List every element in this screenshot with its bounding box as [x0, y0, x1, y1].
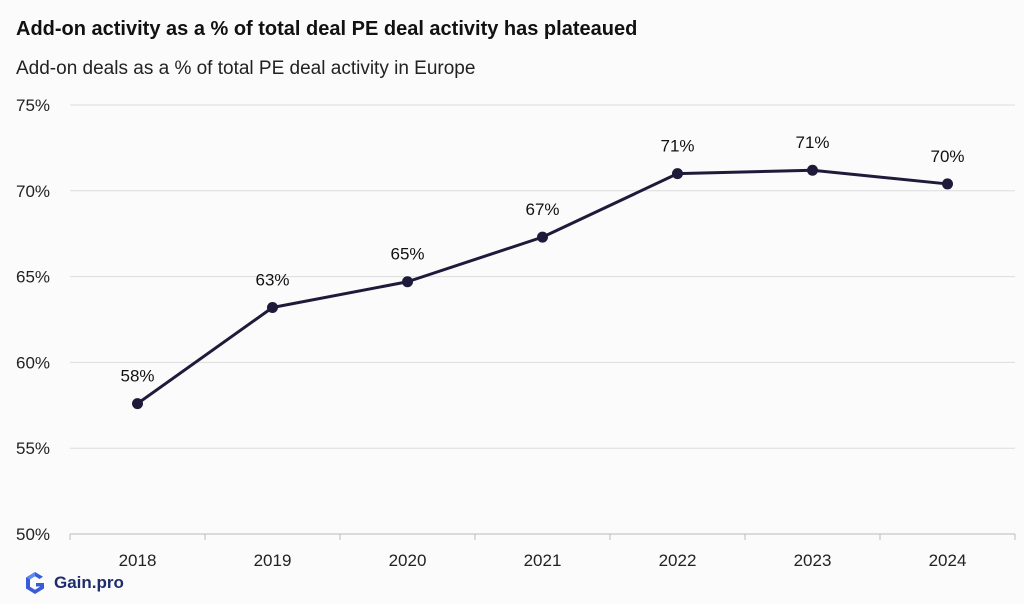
x-tick-label: 2022	[659, 551, 697, 570]
x-tick-label: 2020	[389, 551, 427, 570]
data-point	[942, 178, 953, 190]
x-tick-label: 2021	[524, 551, 562, 570]
data-label: 71%	[660, 137, 694, 156]
y-tick-label: 60%	[16, 353, 50, 372]
x-tick-label: 2019	[254, 551, 292, 570]
chart-title: Add-on activity as a % of total deal PE …	[16, 18, 638, 40]
data-label: 70%	[930, 147, 964, 166]
data-point	[402, 276, 413, 288]
data-label: 71%	[795, 133, 829, 152]
y-tick-label: 65%	[16, 268, 50, 287]
gain-logo-icon	[26, 572, 44, 594]
chart-subtitle: Add-on deals as a % of total PE deal act…	[16, 58, 476, 79]
x-tick-label: 2018	[119, 551, 157, 570]
data-point	[267, 301, 278, 313]
data-label: 63%	[255, 270, 289, 289]
data-point	[132, 398, 143, 410]
y-tick-label: 55%	[16, 439, 50, 458]
x-tick-label: 2023	[794, 551, 832, 570]
y-tick-label: 70%	[16, 182, 50, 201]
y-tick-label: 50%	[16, 525, 50, 544]
data-label: 67%	[525, 200, 559, 219]
data-label: 65%	[390, 245, 424, 264]
data-point	[807, 164, 818, 176]
brand-logo: Gain.pro	[22, 570, 124, 596]
data-point	[537, 231, 548, 243]
brand-name: Gain.pro	[54, 573, 124, 592]
y-tick-label: 75%	[16, 96, 50, 115]
x-tick-label: 2024	[929, 551, 967, 570]
data-point	[672, 168, 683, 180]
data-label: 58%	[120, 367, 154, 386]
